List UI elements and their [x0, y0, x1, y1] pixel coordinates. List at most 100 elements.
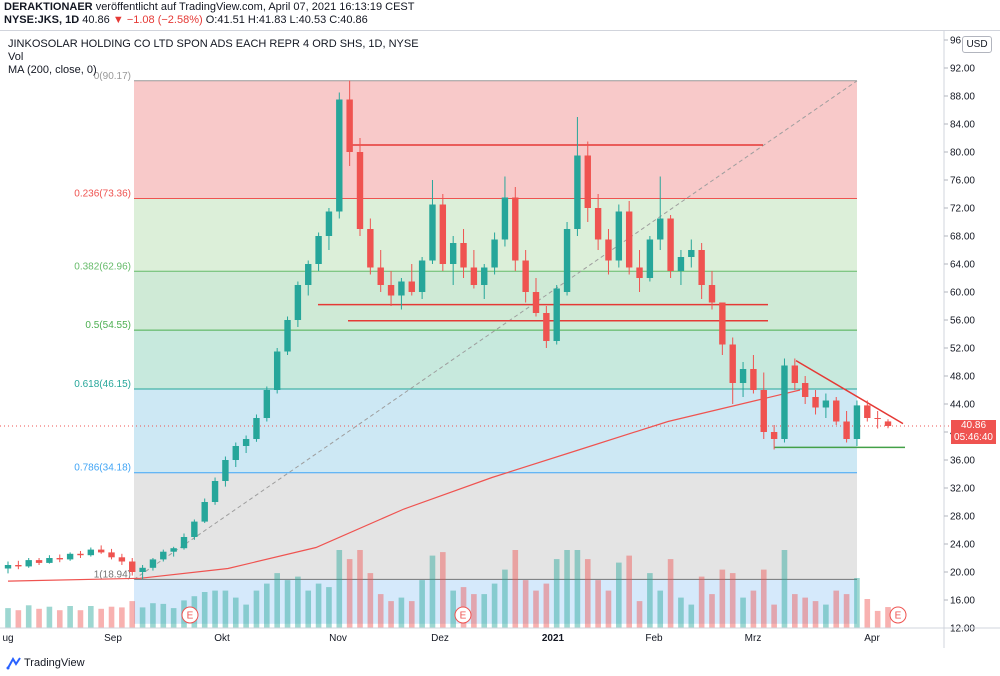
volume-bar [77, 610, 84, 628]
candle-body [491, 239, 498, 268]
volume-bar [150, 603, 156, 628]
volume-bar [533, 590, 539, 628]
candle-body [636, 267, 643, 278]
candle-body [470, 267, 478, 285]
price-chart[interactable]: 0(90.17) 0.236(73.36) 0.382(62.96) 0.5(54.5… [0, 30, 1000, 648]
candle-body [698, 250, 705, 285]
chart-header: DERAKTIONAER veröffentlicht auf TradingV… [0, 0, 1000, 30]
price-tag-countdown: 05:46:40 [954, 432, 993, 443]
fib-level-label: 0.786(34.18) [74, 463, 131, 474]
candle-body [501, 197, 509, 240]
volume-bar [719, 569, 726, 628]
ohlc-values: O:41.51 H:41.83 L:40.53 C:40.86 [205, 14, 368, 26]
volume-bar [688, 604, 695, 628]
candle-body [708, 285, 716, 303]
volume-bar [274, 573, 280, 628]
candle-body [305, 264, 312, 285]
candle-body [170, 548, 177, 552]
candle-body [864, 405, 871, 418]
volume-bar [170, 608, 177, 628]
candle-body [512, 197, 519, 261]
candle-body [574, 155, 581, 229]
volume-bar [98, 608, 104, 628]
legend-ma[interactable]: MA (200, close, 0) [8, 64, 97, 76]
volume-bar [698, 576, 705, 628]
price-tick-label: 92.00 [950, 64, 975, 75]
volume-bar [15, 610, 22, 628]
volume-bar [222, 590, 229, 628]
candle-body [522, 260, 529, 292]
symbol-name[interactable]: NYSE:JKS, 1D [4, 14, 80, 26]
last-price: 40.86 [82, 14, 110, 26]
earnings-marker-label: E [187, 611, 194, 622]
currency-button[interactable]: USD [962, 36, 992, 53]
fib-level-label: 0.5(54.55) [85, 320, 131, 331]
candle-body [594, 208, 602, 240]
volume-bar [729, 573, 736, 628]
candle-body [719, 302, 726, 345]
volume-bar [584, 559, 591, 628]
volume-bar [67, 606, 73, 628]
earnings-marker[interactable] [454, 606, 472, 624]
candle-body [398, 281, 405, 296]
fib-zone [134, 472, 857, 580]
candle-body [315, 236, 322, 264]
volume-bar [119, 607, 125, 628]
candle-body [180, 537, 188, 549]
fib-level-label: 1(18.94) [94, 569, 131, 580]
price-axis[interactable]: 12.0016.0020.0024.0028.0032.0036.0040.00… [943, 30, 975, 648]
volume-bar [781, 550, 788, 628]
time-tick-label: Apr [864, 633, 880, 644]
candle-body [729, 344, 736, 383]
candle-body [77, 553, 84, 556]
volume-bar [823, 604, 829, 628]
price-tick-label: 12.00 [950, 624, 975, 635]
candle-body [553, 288, 560, 341]
candle-body [646, 239, 654, 278]
ma200-line [7, 389, 801, 582]
fibonacci-retracement[interactable]: 0(90.17) 0.236(73.36) 0.382(62.96) 0.5(54.5… [74, 71, 858, 624]
candle-body [460, 243, 467, 268]
tradingview-logo-icon[interactable] [6, 656, 22, 670]
price-change: −1.08 (−2.58%) [126, 14, 203, 26]
volume-bar [854, 578, 860, 628]
candle-body [843, 421, 850, 439]
earnings-marker[interactable] [889, 606, 907, 624]
candle-body [87, 549, 95, 556]
volume-bar [864, 599, 871, 628]
volume-bar [750, 590, 757, 628]
volume-bar [709, 594, 715, 628]
time-tick-label: Okt [214, 633, 230, 644]
author-name[interactable]: DERAKTIONAER [4, 1, 93, 13]
candle-body [667, 218, 674, 271]
candle-body [118, 557, 126, 562]
footer: TradingView [0, 650, 1000, 676]
price-tick-label: 32.00 [950, 484, 975, 495]
chart-frame [0, 30, 1000, 649]
volume-bar [740, 597, 746, 628]
candle-body [253, 418, 260, 439]
ma200-curve [7, 389, 801, 582]
candle-body [532, 292, 540, 313]
time-tick-label: Sep [104, 633, 122, 644]
time-tick-label: Nov [329, 633, 347, 644]
earnings-marker[interactable] [181, 606, 199, 624]
price-tick-label: 20.00 [950, 568, 975, 579]
candle-body [833, 400, 840, 422]
time-tick-label: ug [2, 633, 13, 644]
candle-body [584, 155, 591, 208]
candle-body [284, 320, 291, 352]
candle-body [874, 418, 881, 419]
volume-bar [36, 608, 42, 628]
brand-name[interactable]: TradingView [24, 657, 85, 669]
candle-body [222, 460, 229, 481]
triangle-top-line[interactable] [795, 359, 904, 425]
price-tick-label: 68.00 [950, 232, 975, 243]
last-price-tag: 40.86 05:46:40 [951, 420, 996, 444]
volume-bar [264, 583, 270, 628]
legend-volume[interactable]: Vol [8, 51, 24, 63]
candle-body [66, 553, 74, 560]
time-axis[interactable]: ug Sep Okt Nov Dez 2021 Feb Mrz Apr E E E [0, 606, 1000, 644]
volume-bar [667, 559, 674, 628]
candle-body [191, 521, 198, 537]
